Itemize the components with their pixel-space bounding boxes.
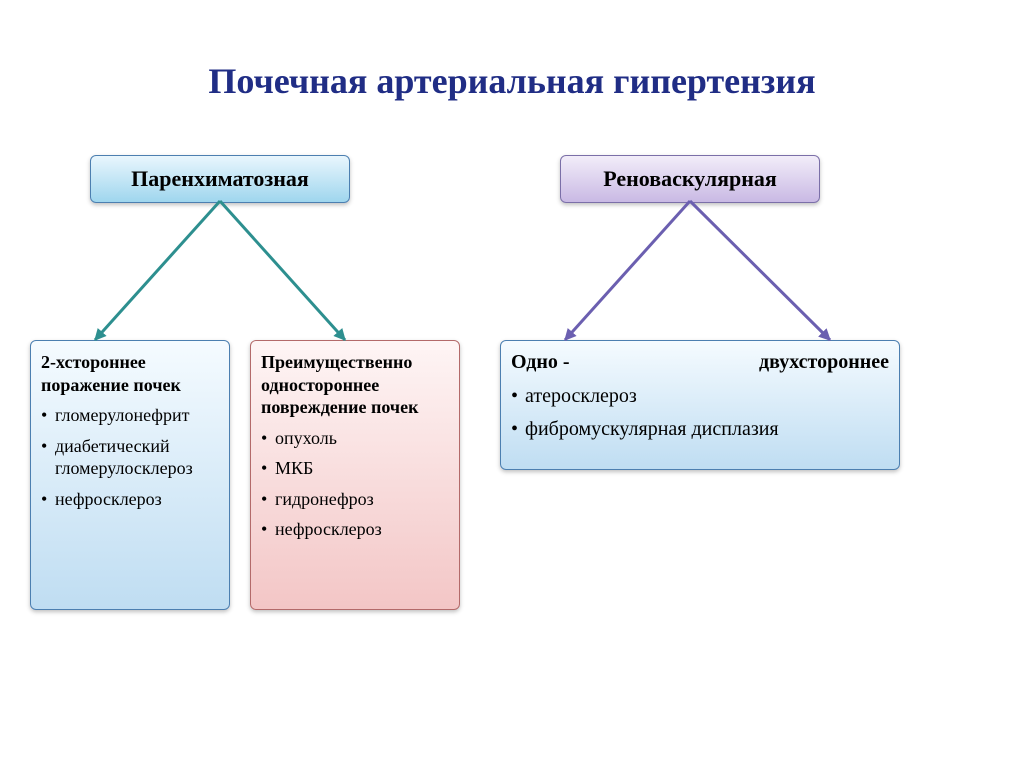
category-header-parenchymatous: Паренхиматозная	[90, 155, 350, 203]
heading-left: Одно -	[511, 351, 570, 374]
slide: Почечная артериальная гипертензия Паренх…	[0, 0, 1024, 767]
category-header-renovascular: Реноваскулярная	[560, 155, 820, 203]
content-list: атеросклероз фибромускулярная дисплазия	[511, 384, 889, 442]
list-item: диабетический гломерулосклероз	[41, 435, 219, 480]
list-item: нефросклероз	[261, 518, 449, 541]
content-heading: Преимущественно одностороннее повреждени…	[261, 351, 449, 419]
page-title: Почечная артериальная гипертензия	[0, 60, 1024, 102]
content-box-bilateral: 2-хстороннее поражение почек гломерулоне…	[30, 340, 230, 610]
content-box-renovascular: Одно - двухстороннее атеросклероз фибром…	[500, 340, 900, 470]
list-item: опухоль	[261, 427, 449, 450]
list-item: МКБ	[261, 457, 449, 480]
content-heading-dual: Одно - двухстороннее	[511, 351, 889, 374]
list-item: атеросклероз	[511, 384, 889, 409]
heading-right: двухстороннее	[759, 351, 889, 374]
list-item: нефросклероз	[41, 488, 219, 511]
content-list: опухоль МКБ гидронефроз нефросклероз	[261, 427, 449, 541]
list-item: фибромускулярная дисплазия	[511, 417, 889, 442]
content-box-unilateral: Преимущественно одностороннее повреждени…	[250, 340, 460, 610]
content-list: гломерулонефрит диабетический гломерулос…	[41, 404, 219, 510]
list-item: гидронефроз	[261, 488, 449, 511]
list-item: гломерулонефрит	[41, 404, 219, 427]
content-heading: 2-хстороннее поражение почек	[41, 351, 219, 396]
